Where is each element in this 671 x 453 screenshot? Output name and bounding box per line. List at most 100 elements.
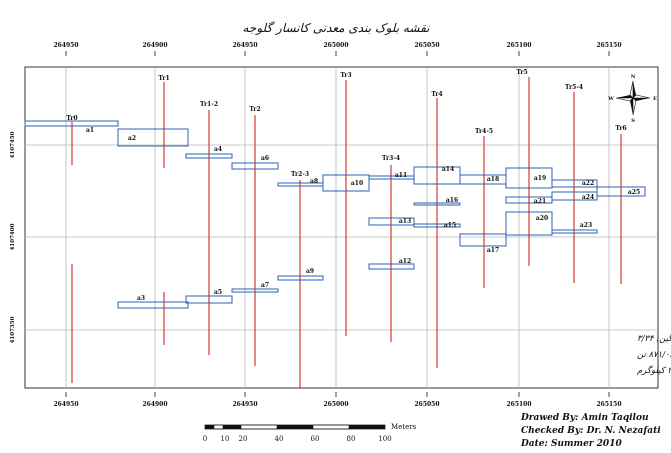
y-axis: 4107450 4107400 4107350	[10, 131, 16, 343]
block-label: a1	[86, 127, 94, 134]
x-tick-bottom: 265050	[414, 401, 439, 408]
block-label: a12	[399, 258, 411, 265]
compass-e: E	[653, 96, 657, 102]
block-a13	[368, 217, 415, 226]
traverse-label: Tr4-5	[475, 128, 493, 135]
block-label: a5	[214, 289, 222, 296]
traverse-label: Tr1-2	[200, 101, 218, 108]
x-tick-top: 264950	[53, 42, 78, 49]
block-label: a2	[128, 135, 136, 142]
traverse-label: Tr5-4	[565, 84, 583, 91]
block-label: a7	[261, 282, 269, 289]
block-a22	[551, 179, 598, 188]
block-a6	[231, 162, 279, 170]
traverse-labels: Tr0 Tr1 Tr1-2 Tr2 Tr2-3 Tr3 Tr3-4 Tr4 Tr…	[66, 69, 626, 178]
traverse-label: Tr5	[516, 69, 527, 76]
stat-tonnage: تناژ: ۸۷۱/۰۸۷ تن	[637, 350, 671, 360]
block-label: a14	[442, 166, 454, 173]
block-a23	[551, 229, 598, 234]
credit-checked: Checked By: Dr. N. Nezafati	[521, 426, 661, 436]
block-label: a10	[351, 180, 363, 187]
block-label: a16	[446, 197, 458, 204]
section-lines	[71, 77, 622, 388]
x-tick-bottom: 264950	[232, 401, 257, 408]
block-outlines	[24, 120, 646, 309]
north-arrow-icon: N S E W	[607, 74, 657, 124]
map-frame	[24, 66, 659, 389]
traverse-label: Tr1	[158, 75, 169, 82]
grid	[25, 67, 658, 388]
block-label: a8	[310, 178, 318, 185]
x-tick-top: 265050	[414, 42, 439, 49]
block-a3	[117, 301, 189, 309]
block-label: a11	[395, 172, 407, 179]
block-a7	[231, 288, 279, 293]
block-label: a13	[399, 218, 411, 225]
block-a19	[505, 167, 553, 189]
block-label: a17	[487, 247, 499, 254]
compass-s: S	[631, 118, 635, 124]
block-label: a24	[582, 194, 594, 201]
block-a25	[596, 186, 646, 197]
block-label: a9	[306, 268, 314, 275]
block-label: a4	[214, 146, 222, 153]
x-tick-bottom: 265100	[506, 401, 531, 408]
block-a12	[368, 263, 415, 270]
block-a16	[413, 202, 461, 206]
block-a4	[185, 153, 233, 159]
traverse-label: Tr4	[431, 91, 442, 98]
credits: Drawed By: Amin Taqilou Checked By: Dr. …	[520, 413, 661, 449]
x-axis-bottom: 264950 264900 264950 265000 265050 26510…	[53, 401, 621, 408]
block-label: a15	[444, 222, 456, 229]
traverse-label: Tr2-3	[291, 171, 309, 178]
map-title: نقشه بلوک بندی معدنی کانسار گلوجه	[243, 21, 431, 35]
y-tick: 4107350	[10, 316, 16, 343]
block-a1	[24, 120, 119, 127]
x-tick-top: 265100	[506, 42, 531, 49]
x-tick-top: 264900	[142, 42, 167, 49]
x-tick-top: 265000	[323, 42, 348, 49]
x-tick-bottom: 264900	[142, 401, 167, 408]
block-a2	[117, 128, 189, 147]
traverse-label: Tr3	[340, 72, 351, 79]
compass-w: W	[607, 96, 614, 102]
block-label: a19	[534, 175, 546, 182]
traverse-label: Tr0	[66, 115, 77, 122]
block-label: a20	[536, 215, 548, 222]
scale-label: 80	[347, 435, 356, 443]
block-label: a18	[487, 176, 499, 183]
block-label: a25	[628, 189, 640, 196]
traverse-label: Tr2	[249, 106, 260, 113]
block-a9	[277, 275, 324, 281]
block-label: a23	[580, 222, 592, 229]
x-tick-top: 264950	[232, 42, 257, 49]
block-a5	[185, 295, 233, 304]
scale-label: 20	[239, 435, 248, 443]
block-label: a21	[534, 198, 546, 205]
traverse-label: Tr3-4	[382, 155, 400, 162]
credit-drawn: Drawed By: Amin Taqilou	[520, 413, 649, 423]
x-tick-top: 265150	[596, 42, 621, 49]
block-a20	[505, 211, 553, 236]
y-tick: 4107450	[10, 131, 16, 158]
block-a15	[413, 223, 461, 228]
block-labels: a1 a2 a3 a4 a5 a6 a7 a8 a9 a10 a11 a12 a…	[86, 127, 640, 302]
block-label: a3	[137, 295, 145, 302]
scale-label: 100	[378, 435, 391, 443]
block-a17	[459, 233, 507, 247]
x-tick-bottom: 265150	[596, 401, 621, 408]
stat-grade: عیار میانگین: ۳/۳۴	[637, 333, 671, 344]
block-label: a22	[582, 180, 594, 187]
traverse-label: Tr6	[615, 125, 626, 132]
scale-unit: Meters	[391, 423, 417, 431]
block-label: a6	[261, 155, 269, 162]
scale-label: 40	[275, 435, 284, 443]
scale-label: 10	[221, 435, 230, 443]
x-axis-top: 264950 264900 264950 265000 265050 26510…	[53, 42, 621, 49]
stat-reserve: ذخیره طلا: ۲۹۲۷ کیلوگرم	[637, 365, 671, 376]
compass-n: N	[631, 74, 636, 80]
x-tick-bottom: 265000	[323, 401, 348, 408]
credit-date: Date: Summer 2010	[520, 439, 622, 449]
scale-label: 0	[203, 435, 207, 443]
